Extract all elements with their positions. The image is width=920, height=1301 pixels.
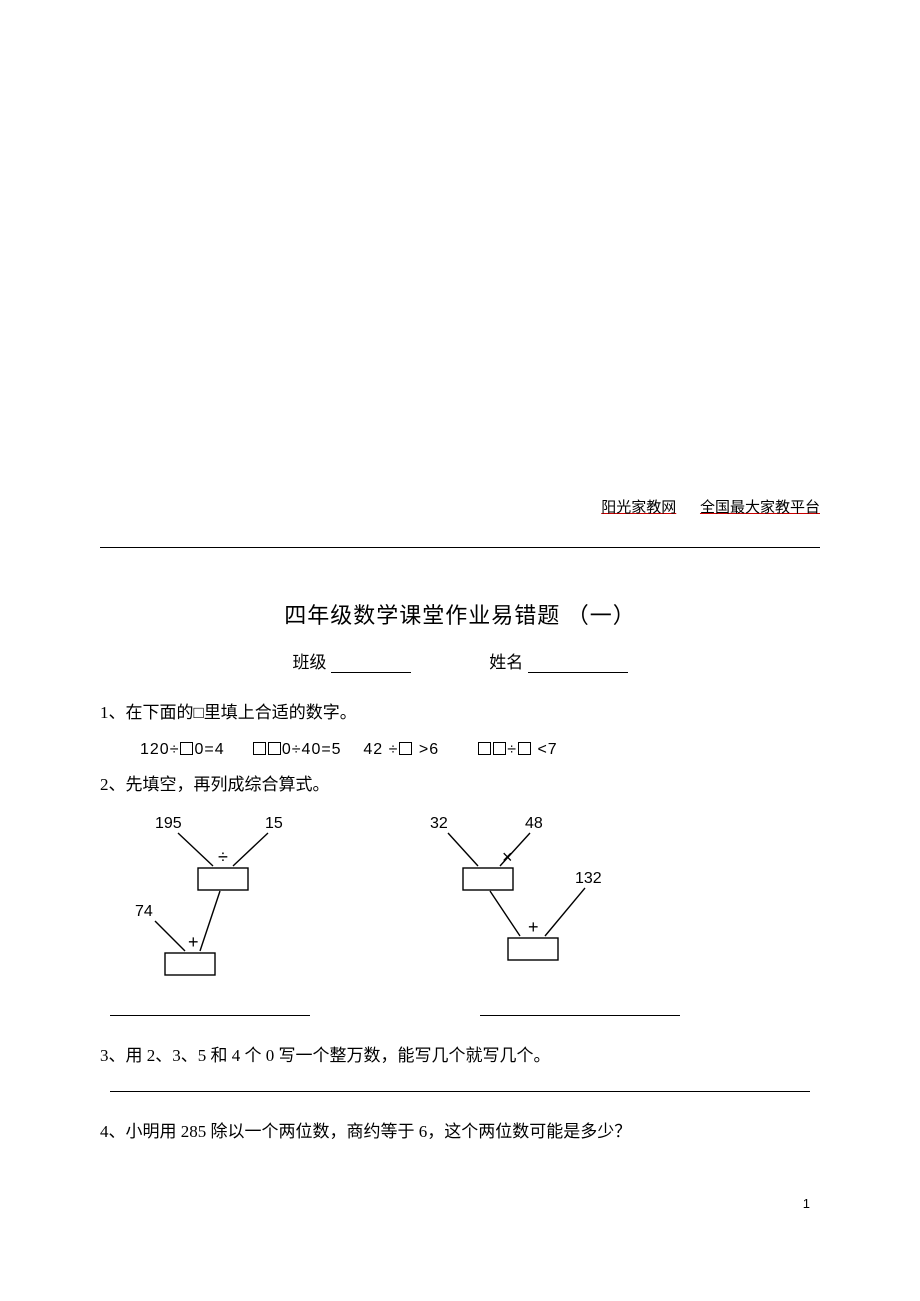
class-blank[interactable] xyxy=(331,656,411,673)
page-content: 阳光家教网 全国最大家教平台 四年级数学课堂作业易错题 （一） 班级 姓名 1、… xyxy=(100,496,820,1155)
answer-lines-row xyxy=(110,998,820,1016)
blank-box[interactable] xyxy=(268,742,281,755)
dl-side: 74 xyxy=(135,903,153,920)
diagram-right: 32 48 × 132 + xyxy=(400,808,660,988)
dl-top-left: 195 xyxy=(155,815,182,832)
site-tagline: 全国最大家教平台 xyxy=(700,500,820,516)
dr-top-right: 48 xyxy=(525,815,543,832)
dr-top-left: 32 xyxy=(430,815,448,832)
q2-text: 先填空，再列成综合算式。 xyxy=(126,775,330,794)
question-1-expressions: 120÷ 0=4 0÷40=5 42 ÷ >6 ÷ <7 xyxy=(100,736,820,763)
answer-line-right[interactable] xyxy=(480,998,680,1016)
expr4b: <7 xyxy=(537,741,557,758)
expr3a: 42 ÷ xyxy=(363,741,398,758)
q1-num: 1、 xyxy=(100,703,126,722)
q1-text: 在下面的□里填上合适的数字。 xyxy=(126,703,357,722)
page-number: 1 xyxy=(803,1196,810,1211)
diagram-left: 195 15 ÷ 74 + xyxy=(100,808,340,988)
expr1b: 0=4 xyxy=(194,741,224,758)
dl-top-right: 15 xyxy=(265,815,283,832)
dl-op1: ÷ xyxy=(218,847,228,867)
expr1a: 120÷ xyxy=(140,741,179,758)
name-label: 姓名 xyxy=(489,653,523,672)
site-link[interactable]: 阳光家教网 xyxy=(601,500,676,516)
dl-box1[interactable] xyxy=(198,868,248,890)
q3-num: 3、 xyxy=(100,1046,126,1065)
expr3b: >6 xyxy=(419,741,439,758)
answer-line-left[interactable] xyxy=(110,998,310,1016)
question-2: 2、先填空，再列成综合算式。 xyxy=(100,771,820,800)
blank-box[interactable] xyxy=(478,742,491,755)
subtitle-row: 班级 姓名 xyxy=(100,648,820,673)
blank-box[interactable] xyxy=(493,742,506,755)
q4-text: 小明用 285 除以一个两位数，商约等于 6，这个两位数可能是多少？ xyxy=(126,1122,632,1141)
dr-box2[interactable] xyxy=(508,938,558,960)
question-3: 3、用 2、3、5 和 4 个 0 写一个整万数，能写几个就写几个。 xyxy=(100,1042,820,1071)
dr-side: 132 xyxy=(575,870,602,887)
name-blank[interactable] xyxy=(528,656,628,673)
dl-op2: + xyxy=(188,932,199,952)
expr2b: 0÷40=5 xyxy=(282,741,342,758)
q2-num: 2、 xyxy=(100,775,126,794)
q3-answer-line[interactable] xyxy=(110,1091,810,1092)
question-1: 1、在下面的□里填上合适的数字。 xyxy=(100,699,820,728)
page-title: 四年级数学课堂作业易错题 （一） xyxy=(100,598,820,630)
q3-text: 用 2、3、5 和 4 个 0 写一个整万数，能写几个就写几个。 xyxy=(126,1046,551,1065)
q4-num: 4、 xyxy=(100,1122,126,1141)
blank-box[interactable] xyxy=(399,742,412,755)
diagram-row: 195 15 ÷ 74 + 32 48 × 132 + xyxy=(100,808,820,988)
class-label: 班级 xyxy=(293,653,327,672)
dr-box1[interactable] xyxy=(463,868,513,890)
dr-op1: × xyxy=(502,847,513,867)
divider-top xyxy=(100,547,820,548)
dl-box2[interactable] xyxy=(165,953,215,975)
blank-box[interactable] xyxy=(253,742,266,755)
expr4m: ÷ xyxy=(507,741,517,758)
blank-box[interactable] xyxy=(180,742,193,755)
header: 阳光家教网 全国最大家教平台 xyxy=(100,496,820,517)
dr-op2: + xyxy=(528,917,539,937)
question-4: 4、小明用 285 除以一个两位数，商约等于 6，这个两位数可能是多少？ xyxy=(100,1118,820,1147)
blank-box[interactable] xyxy=(518,742,531,755)
